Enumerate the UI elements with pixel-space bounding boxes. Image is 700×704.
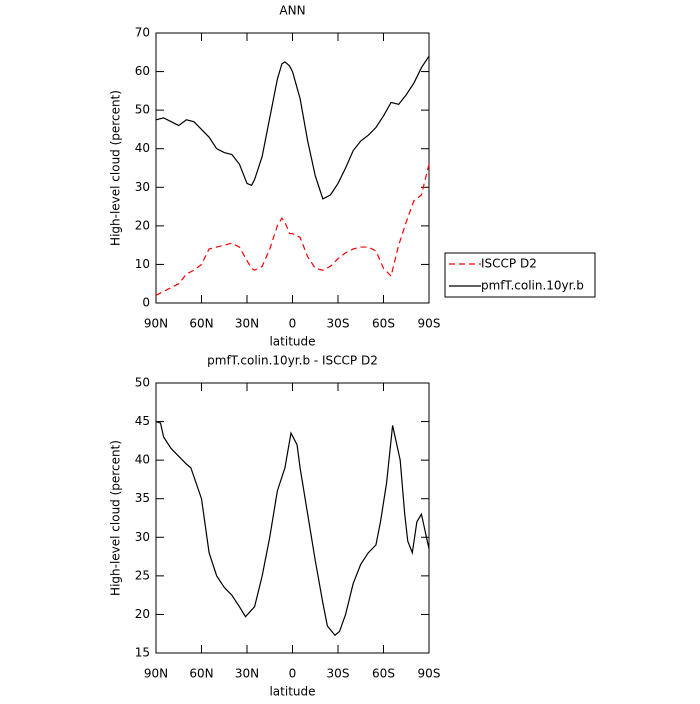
y-tick-label: 35	[135, 491, 150, 505]
x-tick-label: 60S	[372, 667, 395, 681]
x-tick-label: 30N	[235, 667, 259, 681]
x-tick-label: 60N	[189, 317, 213, 331]
x-tick-label: 0	[289, 667, 297, 681]
x-tick-label: 30S	[327, 667, 350, 681]
x-axis-label: latitude	[269, 335, 315, 349]
y-tick-label: 50	[135, 376, 150, 390]
x-tick-label: 90N	[144, 667, 168, 681]
y-tick-label: 50	[135, 103, 150, 117]
y-tick-label: 45	[135, 414, 150, 428]
x-tick-label: 30S	[327, 317, 350, 331]
x-tick-label: 0	[289, 317, 297, 331]
chart-title: ANN	[279, 4, 305, 18]
y-tick-label: 70	[135, 26, 150, 40]
x-tick-label: 30N	[235, 317, 259, 331]
y-tick-label: 20	[135, 218, 150, 232]
chart-title: pmfT.colin.10yr.b - ISCCP D2	[207, 354, 378, 368]
y-tick-label: 40	[135, 141, 150, 155]
y-tick-label: 30	[135, 530, 150, 544]
y-tick-label: 0	[142, 296, 150, 310]
line-series	[155, 163, 430, 296]
y-axis-label: High-level cloud (percent)	[109, 440, 123, 596]
y-axis-label: High-level cloud (percent)	[109, 90, 123, 246]
legend-box	[444, 252, 596, 298]
x-tick-label: 90N	[144, 317, 168, 331]
line-series	[155, 421, 430, 637]
y-tick-label: 60	[135, 64, 150, 78]
y-tick-label: 10	[135, 257, 150, 271]
y-tick-label: 30	[135, 180, 150, 194]
y-tick-label: 15	[135, 646, 150, 660]
y-tick-label: 25	[135, 568, 150, 582]
line-series	[155, 55, 430, 200]
legend-label: pmfT.colin.10yr.b	[481, 279, 584, 293]
x-tick-label: 60N	[189, 667, 213, 681]
x-tick-label: 60S	[372, 317, 395, 331]
legend-label: ISCCP D2	[481, 257, 537, 271]
plot-frame	[155, 382, 430, 654]
y-tick-label: 40	[135, 453, 150, 467]
x-tick-label: 90S	[418, 317, 441, 331]
x-tick-label: 90S	[418, 667, 441, 681]
y-tick-label: 20	[135, 607, 150, 621]
x-axis-label: latitude	[269, 685, 315, 699]
